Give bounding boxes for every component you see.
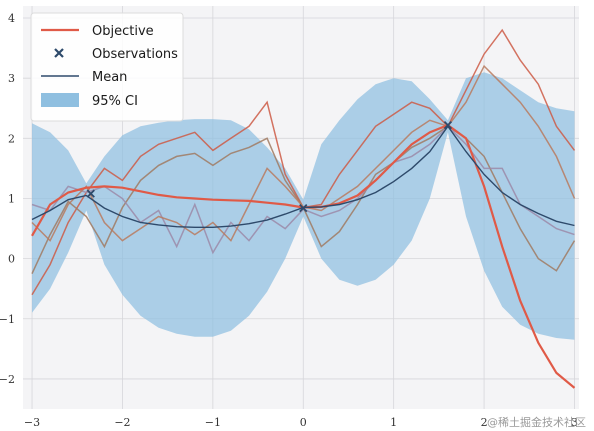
legend-objective-label: Objective bbox=[92, 24, 154, 39]
x-axis-ticks: −3 −2 −1 0 1 2 3 bbox=[24, 416, 578, 429]
y-tick-label: 2 bbox=[8, 132, 15, 145]
legend-ci-swatch bbox=[41, 93, 79, 107]
y-tick-label: 0 bbox=[8, 253, 15, 266]
observation-marker bbox=[299, 203, 308, 213]
x-tick-label: 0 bbox=[300, 416, 307, 429]
observation-markers bbox=[86, 120, 453, 213]
y-axis-ticks: −2 −1 0 1 2 3 4 bbox=[0, 12, 15, 386]
observation-marker bbox=[86, 189, 95, 198]
legend-ci-label: 95% CI bbox=[92, 94, 138, 109]
y-tick-label: −2 bbox=[0, 373, 15, 386]
x-tick-label: 2 bbox=[481, 416, 488, 429]
legend-observations-label: Observations bbox=[92, 47, 178, 62]
x-tick-label: 1 bbox=[390, 416, 397, 429]
observation-marker bbox=[443, 120, 453, 130]
x-tick-label: −3 bbox=[24, 416, 40, 429]
y-tick-label: 1 bbox=[8, 192, 15, 205]
legend: Objective Observations Mean 95% CI bbox=[30, 12, 184, 122]
legend-observations-x-icon bbox=[54, 48, 64, 58]
legend-mean-label: Mean bbox=[92, 70, 127, 85]
watermark-text: @稀土掘金技术社区 bbox=[487, 415, 586, 429]
x-tick-label: −1 bbox=[205, 416, 221, 429]
y-tick-label: −1 bbox=[0, 313, 15, 326]
y-tick-label: 3 bbox=[8, 72, 15, 85]
y-tick-label: 4 bbox=[8, 12, 15, 25]
x-tick-label: −2 bbox=[114, 416, 130, 429]
x-tick-label: 3 bbox=[571, 416, 578, 429]
